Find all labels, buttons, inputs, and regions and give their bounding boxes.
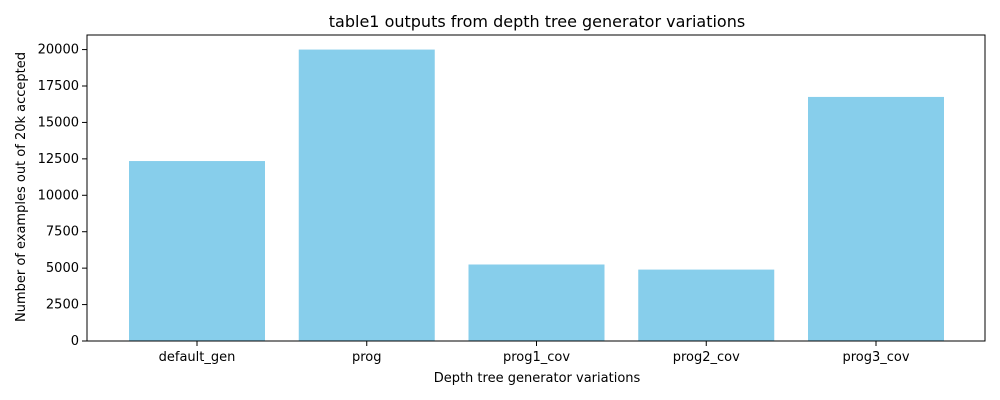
y-tick-label: 20000: [38, 43, 79, 58]
chart-title: table1 outputs from depth tree generator…: [329, 12, 745, 31]
y-tick-label: 17500: [38, 79, 79, 94]
x-tick-label: prog2_cov: [673, 350, 740, 365]
y-tick-label: 2500: [46, 298, 79, 313]
x-tick-label: prog1_cov: [503, 350, 570, 365]
x-axis-label: Depth tree generator variations: [434, 371, 641, 386]
y-axis-label: Number of examples out of 20k accepted: [14, 52, 29, 322]
x-tick-label: default_gen: [159, 350, 236, 365]
x-tick-label: prog3_cov: [842, 350, 909, 365]
y-tick-label: 5000: [46, 261, 79, 276]
bar-prog: [298, 49, 435, 341]
bar-prog1-cov: [468, 264, 605, 341]
y-tick-label: 15000: [38, 115, 79, 130]
y-tick-label: 10000: [38, 188, 79, 203]
bar-prog3-cov: [808, 96, 944, 341]
y-tick-label: 0: [71, 334, 79, 349]
bar-prog2-cov: [638, 269, 775, 341]
y-tick-label: 7500: [46, 225, 79, 240]
y-tick-label: 12500: [38, 152, 79, 167]
plot-area: 0 2500 5000 7500 10000 12500 15000 17500 20000 de…: [38, 34, 986, 365]
x-tick-label: prog: [352, 350, 382, 365]
bar-default-gen: [129, 161, 265, 341]
